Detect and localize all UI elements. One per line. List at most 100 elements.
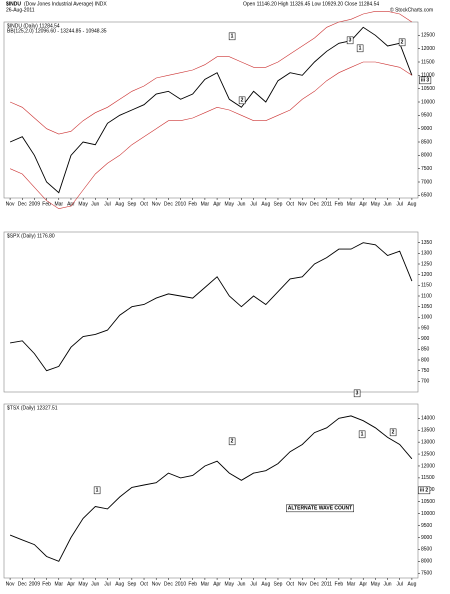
y-tick-label: 11500 — [421, 475, 435, 481]
x-tick-label: Nov — [152, 201, 161, 207]
y-tick-label: 13500 — [421, 428, 435, 434]
y-tick-label: 6500 — [421, 193, 432, 199]
x-tick-label: Oct — [140, 581, 148, 587]
x-tick-label: May — [225, 201, 235, 207]
x-tick-label: Jun — [384, 201, 392, 207]
price-line — [10, 242, 413, 372]
x-tick-label: Mar — [347, 201, 356, 207]
wave-label: 2 — [231, 438, 234, 444]
x-tick-label: Oct — [286, 581, 294, 587]
wave-box — [358, 430, 366, 439]
y-tick-label: 9000 — [421, 535, 432, 541]
y-tick-label: 8000 — [421, 153, 432, 159]
x-tick-label: Aug — [261, 201, 270, 207]
y-tick-label: 9000 — [421, 126, 432, 132]
x-tick-label: Sep — [127, 201, 136, 207]
wave-box — [286, 504, 354, 513]
wave-box — [398, 38, 406, 47]
wave-label: 2 — [392, 429, 395, 435]
y-tick-label: 1350 — [421, 240, 432, 246]
y-tick-label: 1200 — [421, 272, 432, 278]
date: 26-Aug-2011 — [6, 7, 35, 13]
x-tick-label: 2009 — [29, 581, 40, 587]
x-tick-label: Oct — [140, 201, 148, 207]
x-tick-label: Aug — [407, 581, 416, 587]
wave-box — [228, 437, 236, 446]
x-tick-label: Mar — [201, 201, 210, 207]
x-tick-label: Dec — [164, 581, 173, 587]
x-tick-label: Apr — [67, 201, 75, 207]
price-line — [9, 26, 413, 194]
y-tick-label: 8500 — [421, 139, 432, 145]
x-tick-label: Jul — [250, 581, 256, 587]
y-tick-label: 1250 — [421, 261, 432, 267]
y-tick-label: 12000 — [421, 46, 435, 52]
panel-frame — [3, 403, 419, 579]
panel-legend: $TSX (Daily) 12327.51 — [7, 405, 58, 411]
y-tick-label: 1000 — [421, 315, 432, 321]
panel-frame — [3, 231, 419, 393]
x-tick-label: Dec — [18, 201, 27, 207]
x-tick-label: May — [371, 201, 381, 207]
y-tick-label: 12000 — [421, 463, 435, 469]
wave-box — [238, 96, 246, 105]
wave-label: 3 — [349, 37, 352, 43]
x-tick-label: Jul — [104, 581, 110, 587]
y-tick-label: 10000 — [421, 99, 435, 105]
x-tick-label: Feb — [188, 581, 197, 587]
y-tick-label: 10500 — [421, 499, 435, 505]
y-tick-label: 10500 — [421, 86, 435, 92]
symbol: $INDU — [6, 1, 21, 7]
price-line — [9, 11, 413, 135]
wave-label: iii 3 — [421, 77, 430, 83]
wave-box — [228, 32, 236, 41]
x-tick-label: Jul — [104, 201, 110, 207]
wave-label: 2 — [401, 39, 404, 45]
x-tick-label: Sep — [274, 581, 283, 587]
y-tick-label: 13000 — [421, 439, 435, 445]
wave-label: 1 — [96, 487, 99, 493]
x-tick-label: Aug — [261, 581, 270, 587]
y-tick-label: 14000 — [421, 416, 435, 422]
credit: © StockCharts.com — [390, 6, 433, 13]
x-tick-label: May — [78, 201, 88, 207]
wave-box — [356, 44, 364, 53]
x-tick-label: Sep — [127, 581, 136, 587]
wave-label: iii 2 — [420, 487, 429, 493]
x-tick-label: Feb — [188, 201, 197, 207]
x-tick-label: Dec — [310, 201, 319, 207]
x-tick-label: Mar — [54, 581, 63, 587]
x-tick-label: 2009 — [29, 201, 40, 207]
x-tick-label: Jun — [237, 201, 245, 207]
x-tick-label: Nov — [6, 201, 15, 207]
x-tick-label: May — [371, 581, 381, 587]
y-tick-label: 1050 — [421, 304, 432, 310]
symbol-name: (Dow Jones Industrial Average) INDX — [24, 1, 107, 7]
x-tick-label: May — [225, 581, 235, 587]
x-tick-label: 2011 — [321, 201, 332, 207]
x-tick-label: Mar — [54, 201, 63, 207]
x-tick-label: Aug — [115, 201, 124, 207]
x-tick-label: Nov — [298, 201, 307, 207]
wave-label: 2 — [241, 97, 244, 103]
x-tick-label: Jul — [397, 201, 403, 207]
wave-label: 3 — [356, 390, 359, 396]
y-tick-label: 11000 — [421, 73, 435, 79]
x-tick-label: Apr — [213, 581, 221, 587]
wave-box — [418, 486, 431, 495]
wave-label: 1 — [361, 431, 364, 437]
y-tick-label: 9500 — [421, 523, 432, 529]
y-tick-label: 8000 — [421, 559, 432, 565]
y-tick-label: 7000 — [421, 179, 432, 185]
y-tick-label: 1150 — [421, 283, 432, 289]
x-tick-label: Dec — [164, 201, 173, 207]
x-tick-label: Apr — [213, 201, 221, 207]
x-tick-label: Dec — [310, 581, 319, 587]
x-tick-label: Nov — [298, 581, 307, 587]
x-tick-label: Dec — [18, 581, 27, 587]
wave-label: ALTERNATE WAVE COUNT — [288, 505, 352, 511]
x-tick-label: Apr — [359, 581, 367, 587]
x-tick-label: 2010 — [175, 201, 186, 207]
panel-legend: $SPX (Daily) 1176.80 — [7, 233, 55, 239]
